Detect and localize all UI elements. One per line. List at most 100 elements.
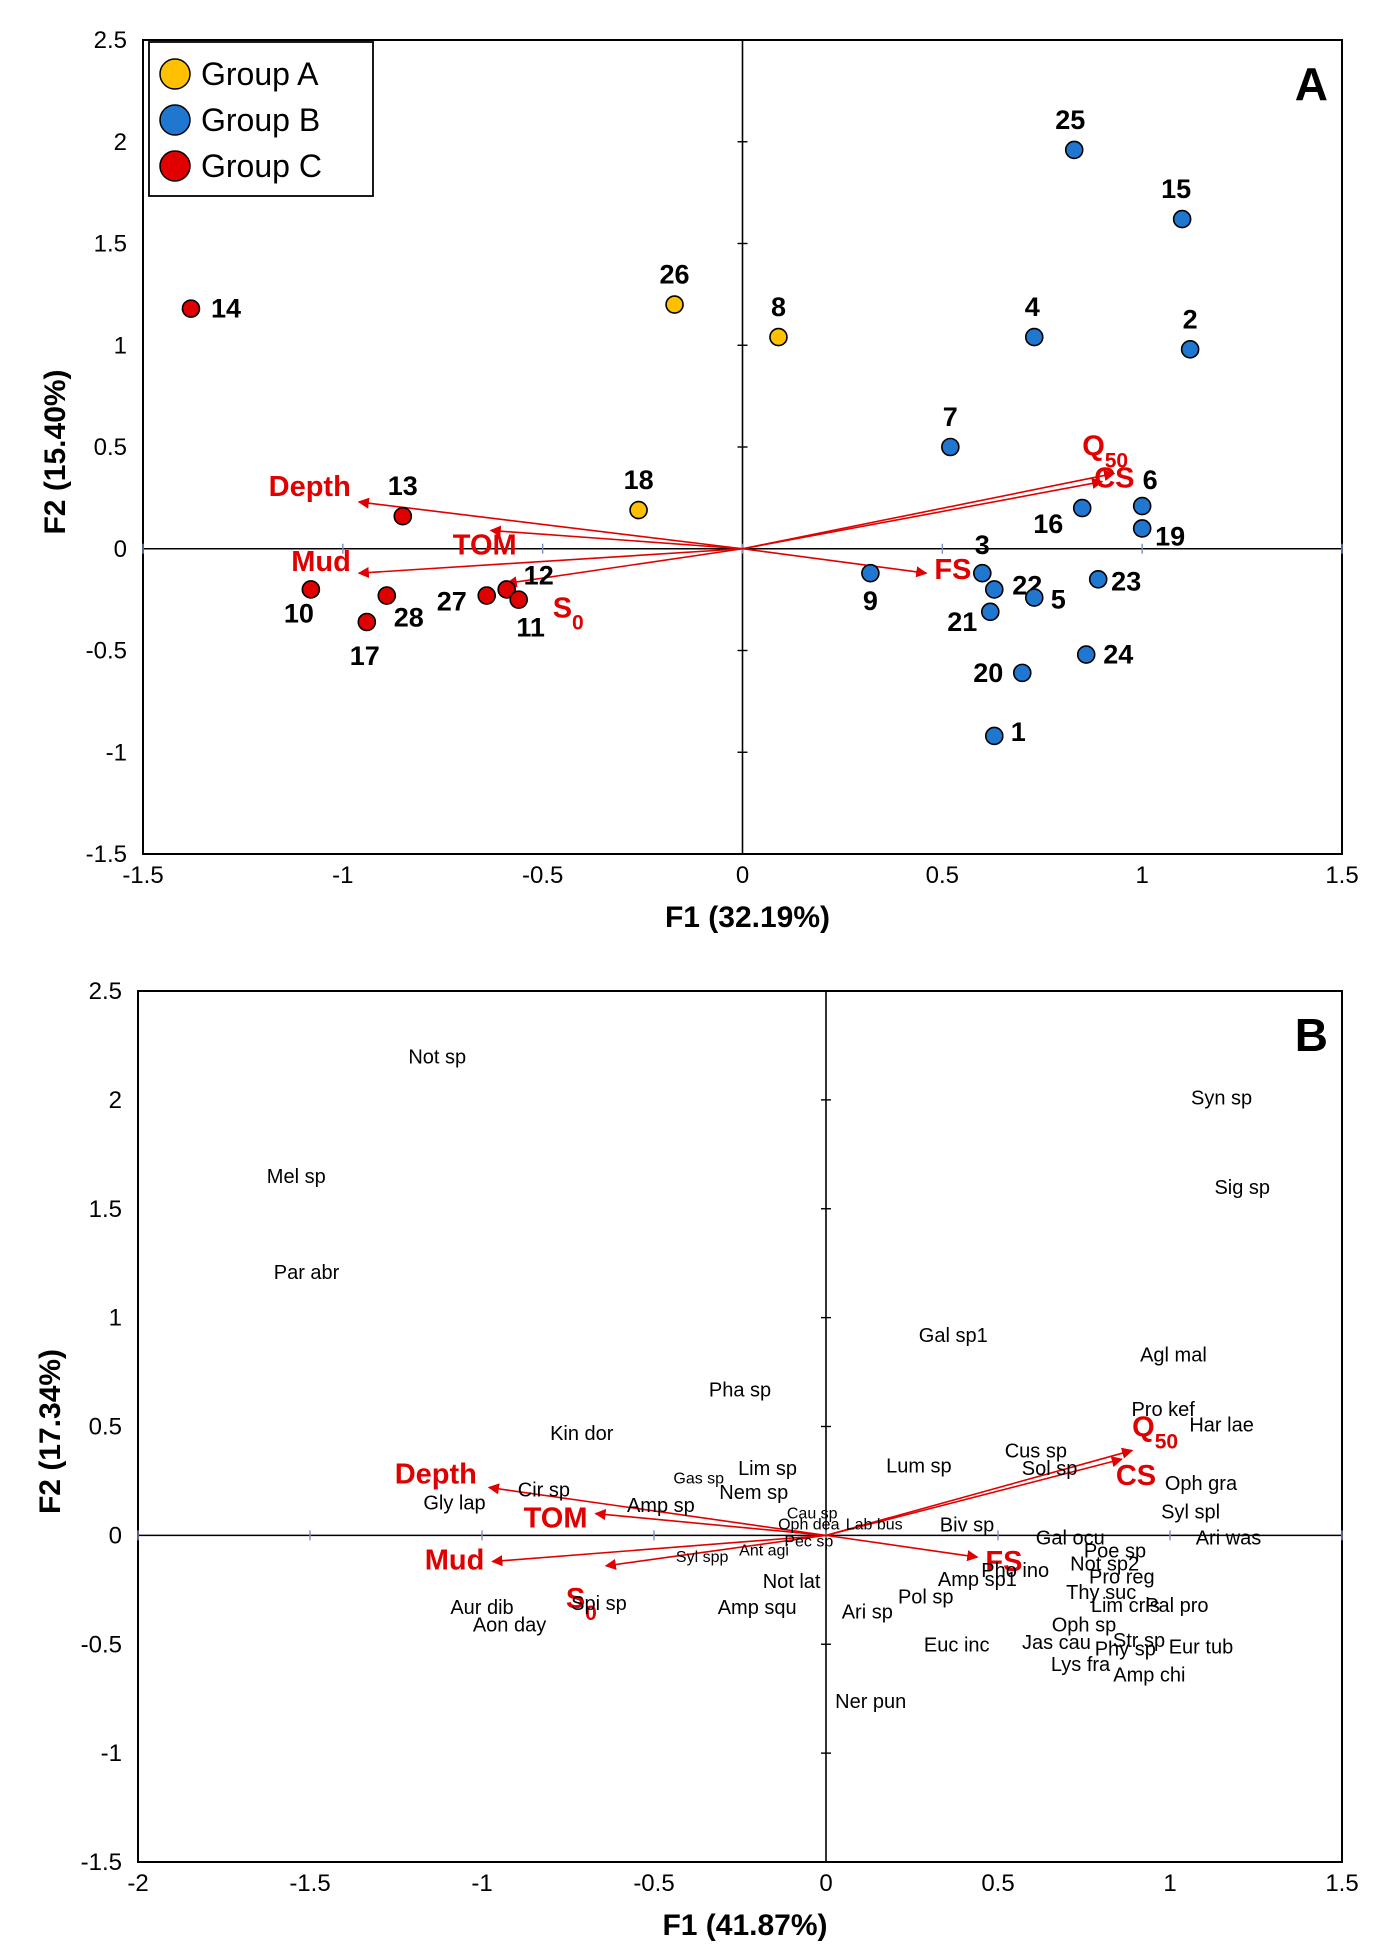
y-axis-title: F2 (15.40%) [39,369,72,534]
vector-label-mud: Mud [425,1545,485,1577]
site-point-6 [1132,496,1152,516]
x-tick-label: 1.5 [1325,1870,1358,1897]
x-tick-label: -1 [332,862,353,889]
species-label-pho-ino: Pho ino [981,1560,1049,1582]
site-label-27: 27 [437,587,467,617]
species-label-jas-cau: Jas cau [1022,1632,1091,1654]
site-label-5: 5 [1051,585,1066,615]
x-tick-label: 0 [819,1870,832,1897]
y-tick-label: -1 [101,1740,122,1767]
y-axis-title: F2 (17.34%) [34,1349,67,1514]
site-label-10: 10 [284,598,314,628]
species-label-not-lat: Not lat [763,1571,821,1593]
legend-entry-group-c: Group C [201,148,322,184]
vector-label-s0: S0 [553,592,584,634]
site-label-7: 7 [943,402,958,432]
y-tick-label: 0.5 [94,434,127,461]
vector-arrow-cs [742,477,1104,550]
species-label-sol-sp: Sol sp [1022,1458,1078,1480]
species-label-eur-tub: Eur tub [1169,1636,1233,1658]
site-point-17 [357,612,377,632]
y-tick-label: 2 [109,1087,122,1114]
species-label-aur-dib: Aur dib [450,1597,513,1619]
species-label-par-abr: Par abr [274,1262,340,1284]
vector-arrow-mud [357,547,743,579]
species-label-syn-sp: Syn sp [1191,1088,1252,1110]
x-tick-label: -1.5 [289,1870,330,1897]
x-tick-label: -0.5 [633,1870,674,1897]
species-label-spi-sp: Spi sp [571,1593,627,1615]
y-tick-label: 2.5 [94,27,127,54]
species-label-lys-fra: Lys fra [1051,1654,1111,1676]
site-point-1 [984,726,1004,746]
site-label-28: 28 [394,603,424,633]
vector-arrow-s0 [505,547,743,588]
legend-marker-group-c [159,150,191,182]
y-tick-label: 2.5 [89,978,122,1005]
x-tick-label: 0.5 [981,1870,1014,1897]
species-label-syl-spl: Syl spl [1161,1501,1220,1523]
site-point-4 [1024,327,1044,347]
species-label-oph-gra: Oph gra [1165,1473,1238,1495]
y-tick-label: -1 [106,739,127,766]
species-label-gly-lap: Gly lap [423,1493,485,1515]
site-label-2: 2 [1183,304,1198,334]
y-tick-label: 1 [114,332,127,359]
site-label-11: 11 [516,613,545,643]
species-label-gal-ocu: Gal ocu [1036,1528,1105,1550]
site-point-26 [665,295,684,314]
site-point-21 [980,602,1000,622]
site-label-25: 25 [1055,105,1085,135]
site-label-8: 8 [771,292,786,322]
site-label-12: 12 [524,560,554,590]
vector-label-tom: TOM [524,1503,588,1535]
site-label-17: 17 [350,641,380,671]
x-tick-label: 0.5 [926,862,959,889]
species-label-pro-kef: Pro kef [1131,1399,1195,1421]
species-label-amp-sp: Amp sp [627,1495,695,1517]
species-label-agl-mal: Agl mal [1140,1345,1207,1367]
y-tick-label: 0 [114,536,127,563]
vector-arrow-depth [357,497,743,550]
x-tick-label: 1 [1135,862,1148,889]
site-point-13 [393,506,413,526]
y-tick-label: 1 [109,1305,122,1332]
species-label-thy-suc: Thy suc [1066,1582,1136,1604]
species-label-amp-sp1: Amp sp1 [938,1569,1017,1591]
site-point-5 [1024,588,1044,607]
species-label-not-sp: Not sp [408,1046,466,1068]
vector-arrow-q50 [825,1447,1134,1537]
panel-letter: B [1295,1009,1328,1061]
legend-marker-group-b [159,104,191,136]
vector-label-mud: Mud [291,546,351,578]
site-point-3 [972,563,992,583]
species-label-biv-sp: Biv sp [940,1514,994,1536]
species-label-oph-dea: Oph dea [778,1516,839,1533]
species-label-ari-was: Ari was [1196,1528,1262,1550]
vector-arrow-fs [742,547,928,578]
species-label-gas-sp: Gas sp [673,1471,724,1488]
species-label-pal-pro: Pal pro [1145,1595,1208,1617]
legend-entry-group-a: Group A [201,56,319,92]
site-label-1: 1 [1011,717,1026,747]
vector-label-depth: Depth [269,471,351,503]
species-label-mel-sp: Mel sp [267,1166,326,1188]
site-label-18: 18 [624,465,654,495]
site-label-21: 21 [947,607,977,637]
site-point-14 [181,299,201,318]
site-point-2 [1180,340,1200,359]
y-tick-label: 1.5 [94,231,127,258]
x-tick-label: 0 [736,862,749,889]
y-tick-label: 2 [114,129,127,156]
vector-label-cs: CS [1094,463,1134,495]
species-label-lim-cris: Lim cris [1091,1595,1160,1617]
y-tick-label: 0.5 [89,1414,122,1441]
vector-label-tom: TOM [453,529,517,561]
species-label-ant-agi: Ant agi [739,1542,789,1559]
site-point-10 [301,580,321,599]
site-label-3: 3 [975,530,990,560]
species-label-sig-sp: Sig sp [1214,1177,1270,1199]
vector-arrow-s0 [604,1534,827,1571]
x-axis-title: F1 (41.87%) [662,1909,827,1942]
